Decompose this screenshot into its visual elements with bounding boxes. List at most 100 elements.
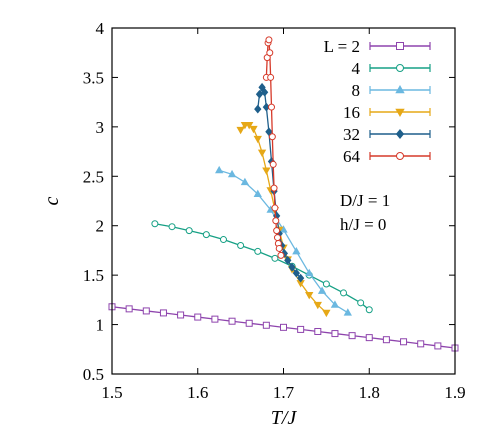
data-point bbox=[142, 307, 150, 315]
legend-label: 64 bbox=[343, 147, 361, 166]
y-tick-label: 3 bbox=[96, 118, 105, 137]
data-point bbox=[277, 251, 285, 259]
series-line bbox=[154, 223, 370, 311]
data-point bbox=[236, 126, 245, 135]
data-point bbox=[255, 89, 264, 99]
data-point bbox=[297, 325, 305, 333]
data-point bbox=[151, 220, 159, 228]
data-point bbox=[382, 336, 390, 344]
legend-entry: 64 bbox=[343, 147, 431, 166]
data-point bbox=[262, 167, 271, 175]
legend-marker bbox=[396, 64, 404, 72]
data-point bbox=[322, 280, 330, 288]
data-point bbox=[273, 227, 281, 235]
annotation-h-over-j: h/J = 0 bbox=[340, 215, 386, 234]
data-point bbox=[125, 305, 133, 313]
y-axis-label: c bbox=[41, 196, 63, 205]
y-tick-label: 2.5 bbox=[83, 167, 104, 186]
legend-marker bbox=[395, 108, 405, 118]
x-tick-label: 1.8 bbox=[359, 383, 380, 402]
legend: L = 2 4 8 16 32 64 bbox=[324, 37, 431, 166]
data-point bbox=[219, 236, 227, 244]
data-point bbox=[273, 234, 281, 242]
series-1 bbox=[151, 220, 373, 314]
y-tick-label: 0.5 bbox=[83, 365, 104, 384]
data-point bbox=[257, 149, 267, 158]
data-point bbox=[317, 286, 327, 294]
data-point bbox=[265, 127, 273, 137]
data-point bbox=[215, 165, 224, 174]
series-5 bbox=[262, 36, 285, 259]
data-point bbox=[365, 334, 373, 342]
legend-label: 16 bbox=[343, 103, 360, 122]
data-point bbox=[245, 319, 253, 327]
data-point bbox=[253, 135, 262, 144]
data-point bbox=[292, 268, 301, 278]
legend-marker bbox=[396, 152, 404, 160]
legend-label: 4 bbox=[352, 59, 361, 78]
legend-label: 32 bbox=[343, 125, 360, 144]
annotation-d-over-j: D/J = 1 bbox=[340, 191, 390, 210]
data-point bbox=[288, 262, 296, 272]
data-point bbox=[305, 268, 314, 277]
data-point bbox=[268, 133, 276, 141]
data-point bbox=[267, 73, 275, 81]
x-tick-label: 1.5 bbox=[101, 383, 122, 402]
data-point bbox=[249, 125, 258, 134]
data-point bbox=[265, 36, 273, 44]
data-point bbox=[266, 49, 274, 57]
data-point bbox=[272, 217, 280, 225]
data-point bbox=[185, 227, 193, 235]
data-point bbox=[260, 87, 269, 97]
data-point bbox=[254, 104, 262, 114]
y-tick-label: 3.5 bbox=[83, 68, 104, 87]
data-point bbox=[211, 315, 219, 323]
data-point bbox=[296, 273, 305, 283]
data-point bbox=[365, 306, 373, 314]
legend-marker bbox=[395, 84, 405, 94]
data-point bbox=[313, 301, 322, 310]
data-point bbox=[237, 241, 245, 249]
x-tick-label: 1.9 bbox=[444, 383, 465, 402]
legend-entry: 32 bbox=[343, 125, 431, 144]
data-point bbox=[270, 184, 278, 192]
data-point bbox=[434, 342, 442, 350]
y-tick-label: 1.5 bbox=[83, 266, 104, 285]
data-point bbox=[168, 223, 176, 231]
series-line bbox=[240, 124, 327, 314]
series-2 bbox=[215, 165, 352, 316]
data-point bbox=[253, 189, 262, 197]
data-point bbox=[284, 255, 292, 265]
y-tick-label: 2 bbox=[96, 217, 105, 236]
legend-marker bbox=[396, 42, 404, 50]
data-point bbox=[340, 289, 348, 297]
data-point bbox=[254, 247, 262, 255]
data-point bbox=[331, 330, 339, 338]
data-point bbox=[202, 231, 210, 239]
plot-frame bbox=[111, 27, 456, 375]
data-point bbox=[292, 246, 301, 255]
y-tick-label: 1 bbox=[96, 316, 105, 335]
data-point bbox=[348, 332, 356, 340]
legend-marker bbox=[395, 129, 405, 139]
data-point bbox=[262, 321, 270, 329]
y-tick-label: 4 bbox=[96, 19, 105, 38]
tick-layer: 1.5 1.6 1.7 1.8 1.9 0.5 1 1.5 2 2.5 3 3.5 4 bbox=[83, 19, 466, 402]
data-point bbox=[271, 204, 279, 212]
data-point bbox=[267, 103, 275, 111]
legend-label: 8 bbox=[352, 81, 361, 100]
data-point bbox=[417, 340, 425, 348]
data-point bbox=[159, 309, 167, 317]
data-point bbox=[271, 254, 279, 262]
data-point bbox=[314, 327, 322, 335]
series-line bbox=[218, 169, 349, 314]
data-point bbox=[343, 308, 352, 316]
data-point bbox=[194, 313, 202, 321]
series-3 bbox=[236, 121, 331, 318]
legend-entry: 16 bbox=[343, 103, 431, 122]
data-point bbox=[245, 121, 254, 130]
legend-entry: 4 bbox=[352, 59, 431, 78]
data-point bbox=[305, 292, 314, 300]
series-0 bbox=[108, 303, 459, 352]
